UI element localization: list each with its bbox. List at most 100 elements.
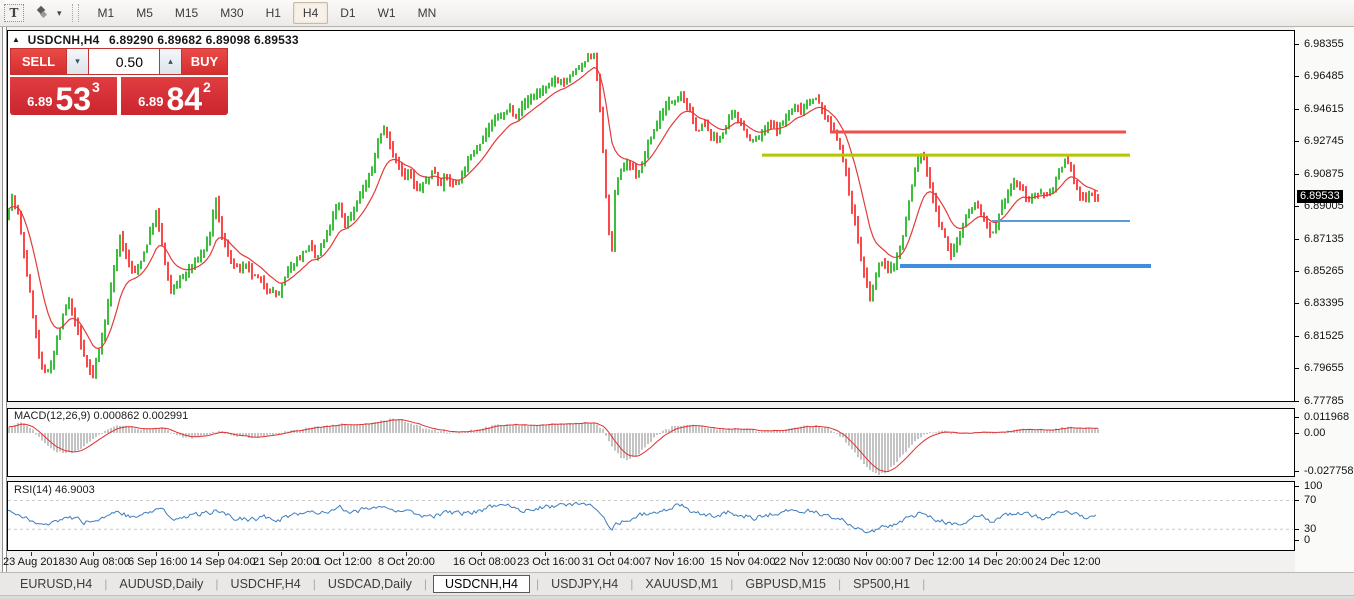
sell-price-prefix: 6.89 (27, 94, 53, 109)
price-tick (1295, 44, 1299, 45)
date-tick (866, 552, 867, 556)
sell-price-pipette: 3 (92, 79, 100, 95)
date-tick-label: 8 Oct 20:00 (378, 556, 435, 568)
date-tick (481, 552, 482, 556)
macd-tick (1295, 471, 1299, 472)
volume-decrease-button[interactable]: ▾ (66, 49, 89, 74)
timeframe-toolbar: M1 M5 M15 M30 H1 H4 D1 W1 MN (87, 2, 448, 24)
sell-button[interactable]: SELL (11, 49, 66, 74)
date-tick (218, 552, 219, 556)
date-tick (31, 552, 32, 556)
date-tick (738, 552, 739, 556)
arrows-tool-button[interactable] (34, 3, 50, 23)
rsi-tick-label: 70 (1304, 494, 1317, 506)
chart-tab-xauusd[interactable]: XAUUSD,M1 (645, 577, 719, 591)
price-tick-label: 6.83395 (1304, 297, 1344, 310)
chart-tab-audusd[interactable]: AUDUSD,Daily (119, 577, 204, 591)
buy-price-prefix: 6.89 (138, 94, 164, 109)
date-tick-label: 7 Dec 12:00 (905, 556, 965, 568)
tab-separator: | (535, 577, 540, 591)
price-chart[interactable] (7, 30, 1295, 402)
timeframe-button-m1[interactable]: M1 (97, 6, 115, 20)
macd-panel[interactable] (7, 408, 1295, 477)
price-tick (1295, 303, 1299, 305)
volume-input[interactable] (89, 49, 159, 74)
chart-tab-eurusd[interactable]: EURUSD,H4 (20, 577, 93, 591)
rsi-tick (1295, 540, 1299, 541)
volume-increase-button[interactable]: ▴ (159, 49, 182, 74)
timeframe-button-mn[interactable]: MN (417, 6, 437, 20)
macd-tick (1295, 417, 1299, 418)
price-tick-label: 6.89005 (1304, 200, 1344, 213)
date-tick-label: 14 Dec 20:00 (968, 556, 1034, 568)
tab-separator: | (104, 577, 108, 591)
chevron-down-icon: ▾ (57, 7, 62, 18)
chart-tab-gbpusd[interactable]: GBPUSD,M15 (745, 577, 827, 591)
chart-tab-usdjpy[interactable]: USDJPY,H4 (551, 577, 619, 591)
buy-price-pipette: 2 (203, 79, 211, 95)
caret-up-icon: ▴ (168, 56, 173, 66)
buy-button[interactable]: BUY (182, 49, 227, 74)
price-tick (1295, 400, 1299, 402)
window-left-edge (2, 27, 7, 572)
chart-tab-bar: EURUSD,H4 | AUDUSD,Daily | USDCHF,H4 | USDCAD,… (0, 572, 1354, 595)
date-tick-label: 24 Dec 12:00 (1035, 556, 1101, 568)
timeframe-button-d1[interactable]: D1 (340, 6, 356, 20)
tab-separator: | (423, 577, 427, 591)
rsi-indicator-label: RSI(14) 46.9003 (14, 484, 95, 496)
date-tick-label: 23 Aug 2018 (3, 556, 65, 568)
text-tool-button[interactable]: T (4, 3, 24, 23)
chart-symbol: USDCNH,H4 (27, 33, 100, 47)
collapse-triangle-icon: ▲ (12, 35, 21, 44)
text-tool-icon: T (4, 4, 24, 22)
timeframe-button-w1[interactable]: W1 (377, 6, 396, 20)
one-click-trading-panel: SELL ▾ ▴ BUY 6.89 53 3 6.89 84 2 (10, 48, 228, 115)
date-tick-label: 31 Oct 04:00 (582, 556, 645, 568)
date-tick (1063, 552, 1064, 556)
timeframe-button-m5[interactable]: M5 (136, 6, 153, 20)
price-tick-label: 6.85265 (1304, 264, 1344, 277)
rsi-tick (1295, 486, 1299, 487)
buy-price-button[interactable]: 6.89 84 2 (121, 77, 228, 115)
chart-tab-usdchf[interactable]: USDCHF,H4 (230, 577, 301, 591)
date-tick (673, 552, 674, 556)
rsi-panel[interactable] (7, 481, 1295, 551)
chart-tab-usdcnh[interactable]: USDCNH,H4 (433, 575, 530, 593)
macd-tick-label: 0.00 (1304, 427, 1326, 439)
date-tick-label: 6 Sep 16:00 (128, 556, 188, 568)
date-tick-label: 1 Oct 12:00 (315, 556, 372, 568)
rsi-tick-label: 100 (1304, 480, 1323, 492)
timeframe-button-m30[interactable]: M30 (220, 6, 244, 20)
date-tick (610, 552, 611, 556)
macd-tick (1295, 433, 1299, 434)
date-tick-label: 21 Sep 20:00 (253, 556, 319, 568)
price-tick (1295, 270, 1299, 272)
tab-separator: | (630, 577, 634, 591)
rsi-tick-label: 0 (1304, 534, 1311, 546)
date-tick (343, 552, 344, 556)
chart-tab-sp500[interactable]: SP500,H1 (853, 577, 911, 591)
price-tick-label: 6.98355 (1304, 38, 1344, 50)
date-tick (93, 552, 94, 556)
date-tick (406, 552, 407, 556)
price-tick (1295, 173, 1299, 175)
price-tick (1295, 238, 1299, 240)
price-tick-label: 6.96485 (1304, 70, 1344, 83)
price-tick-label: 6.81525 (1304, 329, 1344, 342)
chart-tab-usdcad[interactable]: USDCAD,Daily (327, 577, 412, 591)
price-axis[interactable]: 6.98355 6.96485 6.94615 6.92745 6.90875 6.890… (1295, 27, 1354, 572)
price-tick (1295, 76, 1299, 78)
timeframe-button-h1[interactable]: H1 (265, 6, 281, 20)
date-axis[interactable]: 23 Aug 2018 30 Aug 08:00 6 Sep 16:00 14 Sep… (0, 552, 1354, 572)
date-tick (933, 552, 934, 556)
chart-ohlc-values: 6.89290 6.89682 6.89098 6.89533 (109, 33, 299, 47)
bottom-strip (0, 595, 1354, 599)
sell-price-button[interactable]: 6.89 53 3 (10, 77, 117, 115)
arrows-tool-dropdown[interactable]: ▾ (54, 3, 62, 23)
macd-indicator-label: MACD(12,26,9) 0.000862 0.002991 (14, 410, 189, 422)
price-tick-label: 6.92745 (1304, 135, 1344, 148)
timeframe-button-h4[interactable]: H4 (292, 2, 329, 24)
timeframe-button-m15[interactable]: M15 (174, 6, 199, 20)
date-tick-label: 30 Nov 00:00 (838, 556, 904, 568)
